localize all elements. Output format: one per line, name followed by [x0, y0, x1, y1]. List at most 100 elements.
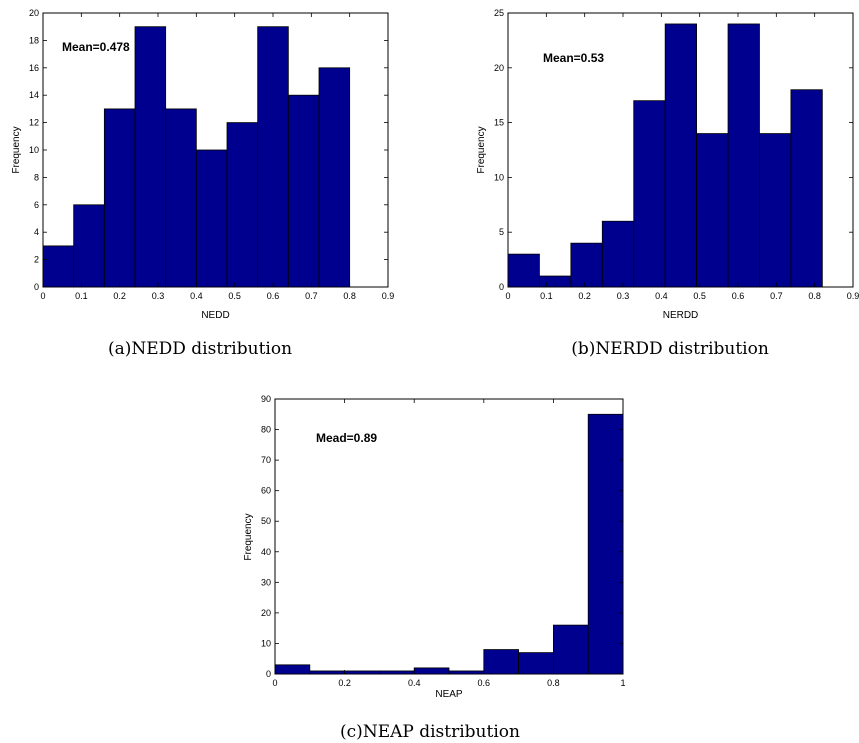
x-tick-label: 0.4: [408, 678, 421, 688]
x-tick-label: 0.5: [228, 291, 241, 301]
x-tick-label: 0.5: [693, 291, 706, 301]
y-tick-label: 10: [494, 172, 504, 182]
histogram-bar: [759, 134, 790, 287]
x-tick-label: 0.2: [578, 291, 591, 301]
y-tick-label: 8: [34, 172, 39, 182]
y-tick-label: 25: [494, 8, 504, 18]
histogram-panel-nerdd: 0 0.1 0.2 0.3 0.4 0.5 0.6 0.7 0.8 0.9 0 5 10 15 20 25 M…: [476, 8, 859, 359]
y-axis-label: Frequency: [243, 513, 254, 560]
y-tick-label: 90: [261, 394, 271, 404]
histogram-bar: [519, 653, 554, 674]
y-tick-label: 16: [29, 63, 39, 73]
y-tick-label: 5: [499, 227, 504, 237]
y-tick-label: 2: [34, 255, 39, 265]
y-tick-label: 12: [29, 118, 39, 128]
histogram-bar: [553, 625, 588, 674]
y-tick-label: 60: [261, 486, 271, 496]
histogram-bar: [345, 671, 380, 674]
x-tick-label: 0: [272, 678, 277, 688]
histogram-bar: [728, 24, 759, 287]
y-axis-label: Frequency: [11, 126, 22, 173]
histogram-bar: [288, 95, 319, 287]
histogram-bar: [508, 254, 539, 287]
histogram-bar: [166, 109, 197, 287]
histogram-bar: [539, 276, 570, 287]
x-tick-label: 0: [505, 291, 510, 301]
y-tick-label: 80: [261, 425, 271, 435]
histogram-bar: [791, 90, 822, 287]
histogram-bar: [43, 246, 74, 287]
y-tick-label: 70: [261, 455, 271, 465]
y-tick-label: 0: [34, 282, 39, 292]
histogram-bar: [484, 650, 519, 674]
x-tick-label: 0.3: [617, 291, 630, 301]
histogram-bar: [104, 109, 135, 287]
histogram-bar: [571, 243, 602, 287]
x-axis-label: NEDD: [201, 310, 229, 321]
y-tick-label: 50: [261, 516, 271, 526]
y-tick-label: 4: [34, 227, 39, 237]
histogram-bar: [665, 24, 696, 287]
y-tick-label: 0: [266, 669, 271, 679]
y-tick-label: 6: [34, 200, 39, 210]
histogram-bar: [196, 150, 227, 287]
histogram-bar: [319, 68, 350, 287]
histogram-bar: [634, 101, 665, 287]
histogram-bar: [602, 221, 633, 287]
histogram-bar: [414, 668, 449, 674]
y-tick-label: 40: [261, 547, 271, 557]
x-tick-label: 0.4: [655, 291, 668, 301]
x-tick-label: 0.1: [75, 291, 88, 301]
x-tick-label: 0.8: [343, 291, 356, 301]
x-tick-label: 0.6: [732, 291, 745, 301]
histogram-bar: [697, 134, 728, 287]
y-tick-label: 15: [494, 118, 504, 128]
y-tick-label: 10: [261, 638, 271, 648]
histogram-bar: [258, 27, 289, 287]
x-tick-label: 0.9: [382, 291, 395, 301]
x-tick-label: 1: [620, 678, 625, 688]
bars: [43, 27, 350, 287]
caption: (c)NEAP distribution: [340, 722, 520, 742]
mean-annotation: Mean=0.53: [543, 51, 604, 65]
histogram-panel-nedd: 0 0.1 0.2 0.3 0.4 0.5 0.6 0.7 0.8 0.9 0 2 4 6 8 10 12 14 1…: [11, 8, 394, 359]
histogram-bar: [379, 671, 414, 674]
y-tick-label: 30: [261, 577, 271, 587]
x-axis-label: NERDD: [663, 310, 699, 321]
x-tick-label: 0: [40, 291, 45, 301]
histogram-bar: [588, 414, 623, 674]
x-tick-label: 0.1: [540, 291, 553, 301]
x-tick-label: 0.9: [847, 291, 859, 301]
histogram-bar: [135, 27, 166, 287]
caption: (a)NEDD distribution: [108, 339, 292, 359]
x-tick-label: 0.4: [190, 291, 203, 301]
x-tick-label: 0.7: [305, 291, 318, 301]
y-tick-label: 20: [29, 8, 39, 18]
y-tick-label: 20: [261, 608, 271, 618]
y-tick-label: 0: [499, 282, 504, 292]
x-tick-label: 0.6: [478, 678, 491, 688]
histogram-bar: [449, 671, 484, 674]
x-tick-label: 0.2: [338, 678, 351, 688]
mean-annotation: Mead=0.89: [316, 431, 377, 445]
x-tick-label: 0.8: [547, 678, 560, 688]
x-tick-label: 0.2: [113, 291, 126, 301]
y-tick-label: 10: [29, 145, 39, 155]
x-tick-label: 0.8: [808, 291, 821, 301]
caption: (b)NERDD distribution: [571, 339, 769, 359]
x-tick-label: 0.6: [267, 291, 280, 301]
histogram-bar: [227, 123, 258, 287]
x-tick-label: 0.7: [770, 291, 783, 301]
y-tick-label: 20: [494, 63, 504, 73]
y-axis-label: Frequency: [476, 126, 487, 173]
x-tick-label: 0.3: [152, 291, 165, 301]
histogram-bar: [275, 665, 310, 674]
y-tick-label: 18: [29, 35, 39, 45]
mean-annotation: Mean=0.478: [62, 40, 130, 54]
bars: [275, 414, 623, 674]
x-axis-label: NEAP: [435, 689, 463, 700]
y-tick-label: 14: [29, 90, 39, 100]
histogram-bar: [74, 205, 105, 287]
histogram-panel-neap: 0 0.2 0.4 0.6 0.8 10102030405060708090 Mead=0…: [243, 394, 626, 742]
